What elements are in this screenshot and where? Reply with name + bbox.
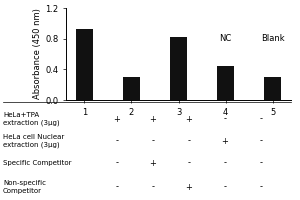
Text: -: - xyxy=(224,114,226,123)
Text: Non-specific
Competitor: Non-specific Competitor xyxy=(3,180,46,194)
Text: -: - xyxy=(152,182,154,192)
Text: +: + xyxy=(150,114,156,123)
Text: -: - xyxy=(188,158,190,168)
Y-axis label: Absorbance (450 nm): Absorbance (450 nm) xyxy=(33,9,42,99)
Text: -: - xyxy=(260,114,262,123)
Text: Specific Competitor: Specific Competitor xyxy=(3,160,71,166)
Bar xyxy=(170,37,187,100)
Text: +: + xyxy=(186,182,192,192)
Text: +: + xyxy=(150,158,156,168)
Text: -: - xyxy=(116,158,118,168)
Text: -: - xyxy=(188,136,190,146)
Text: +: + xyxy=(222,136,228,146)
Text: HeLa+TPA
extraction (3μg): HeLa+TPA extraction (3μg) xyxy=(3,112,60,126)
Text: -: - xyxy=(224,158,226,168)
Text: -: - xyxy=(260,182,262,192)
Bar xyxy=(217,66,234,100)
Text: +: + xyxy=(186,114,192,123)
Text: -: - xyxy=(260,158,262,168)
Text: -: - xyxy=(116,136,118,146)
Text: -: - xyxy=(224,182,226,192)
Text: HeLa cell Nuclear
extraction (3μg): HeLa cell Nuclear extraction (3μg) xyxy=(3,134,64,148)
Text: -: - xyxy=(260,136,262,146)
Text: NC: NC xyxy=(219,34,232,43)
Bar xyxy=(76,29,93,100)
Bar xyxy=(123,77,140,100)
Bar xyxy=(264,77,281,100)
Text: +: + xyxy=(114,114,120,123)
Text: -: - xyxy=(116,182,118,192)
Text: -: - xyxy=(152,136,154,146)
Text: Blank: Blank xyxy=(261,34,284,43)
